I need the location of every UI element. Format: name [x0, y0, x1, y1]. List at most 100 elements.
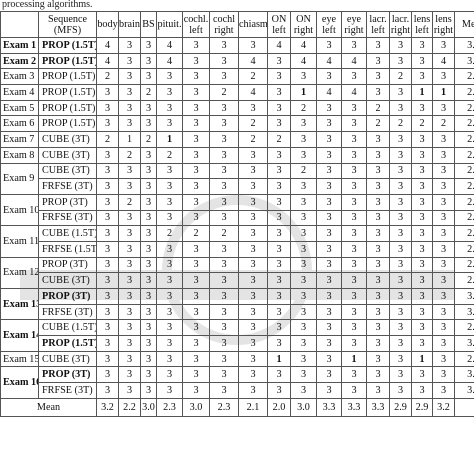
- score-cell: 3: [209, 319, 239, 337]
- score-cell: 2: [118, 146, 141, 164]
- score-cell: 3: [182, 335, 210, 352]
- score-cell: 3: [118, 162, 141, 180]
- sequence-cell: PROP (3T): [38, 193, 97, 211]
- score-cell: 3: [411, 178, 433, 195]
- score-cell: 3: [238, 162, 268, 180]
- sequence-cell: FRFSE (3T): [38, 382, 97, 399]
- score-cell: 3: [366, 303, 390, 321]
- score-cell: 3: [366, 162, 390, 180]
- exam-label: Exam 2: [0, 52, 39, 70]
- sequence-cell: CUBE (3T): [38, 146, 97, 164]
- score-cell: 3: [341, 225, 367, 242]
- score-cell: 3: [96, 193, 119, 211]
- sequence-cell: PROP (1.5T): [38, 115, 97, 133]
- score-cell: 3: [140, 335, 157, 352]
- score-cell: 3: [316, 225, 342, 242]
- score-cell: 3: [140, 366, 157, 384]
- score-cell: 3: [411, 146, 433, 164]
- score-cell: 3: [341, 162, 367, 180]
- mean-cell: 2.7: [454, 68, 474, 86]
- score-cell: 3: [156, 366, 183, 384]
- mean-cell: 2.5: [454, 131, 474, 148]
- score-cell: 3: [316, 146, 342, 164]
- column-header: body: [96, 11, 119, 38]
- score-cell: 3: [389, 99, 412, 117]
- score-cell: 2: [290, 99, 317, 117]
- score-cell: 3: [182, 256, 210, 274]
- mean-cell: 2.9: [454, 256, 474, 274]
- score-cell: 4: [267, 37, 291, 54]
- exam-label: Exam 4: [0, 84, 39, 101]
- score-cell: 3: [118, 288, 141, 305]
- column-header: ON right: [290, 11, 317, 38]
- score-cell: 3: [341, 99, 367, 117]
- score-cell: 3: [432, 319, 455, 337]
- sequence-cell: PROP (3T): [38, 288, 97, 305]
- score-cell: 3: [316, 366, 342, 384]
- score-cell: 3: [290, 146, 317, 164]
- score-cell: 3: [267, 162, 291, 180]
- score-cell: 3: [209, 162, 239, 180]
- sequence-cell: FRFSE (3T): [38, 209, 97, 227]
- footer-mean-cell: 2.9: [411, 397, 433, 417]
- score-cell: 2: [238, 115, 268, 133]
- score-cell: 1: [156, 131, 183, 148]
- sequence-cell: FRFSE (3T): [38, 178, 97, 195]
- score-cell: 3: [209, 115, 239, 133]
- column-header: pituit.: [156, 11, 183, 38]
- score-cell: 3: [411, 382, 433, 399]
- score-cell: 3: [140, 162, 157, 180]
- footer-mean-cell: 3.3: [341, 397, 367, 417]
- score-cell: 3: [96, 319, 119, 337]
- score-cell: 3: [290, 193, 317, 211]
- score-cell: 3: [118, 178, 141, 195]
- score-cell: 3: [316, 131, 342, 148]
- score-cell: 3: [140, 272, 157, 289]
- score-cell: 3: [341, 146, 367, 164]
- score-cell: 3: [209, 288, 239, 305]
- score-cell: 3: [341, 319, 367, 337]
- score-cell: 3: [96, 288, 119, 305]
- score-cell: 3: [140, 303, 157, 321]
- mean-cell: 2.8: [454, 146, 474, 164]
- score-cell: 1: [341, 350, 367, 368]
- score-cell: 3: [341, 382, 367, 399]
- score-cell: 3: [267, 84, 291, 101]
- exam-label: Exam 13: [0, 287, 39, 321]
- score-cell: 3: [411, 131, 433, 148]
- score-cell: 3: [290, 178, 317, 195]
- score-cell: 3: [140, 178, 157, 195]
- footer-mean-cell: 2.0: [267, 397, 291, 417]
- score-cell: 3: [238, 335, 268, 352]
- score-cell: 3: [411, 366, 433, 384]
- column-header: [0, 11, 39, 38]
- score-cell: 3: [389, 303, 412, 321]
- score-cell: 1: [432, 84, 455, 101]
- score-cell: 2: [238, 68, 268, 86]
- score-cell: 3: [267, 52, 291, 70]
- score-cell: 3: [290, 209, 317, 227]
- score-cell: 3: [411, 225, 433, 242]
- score-cell: 3: [118, 84, 141, 101]
- score-cell: 4: [96, 37, 119, 54]
- score-cell: 3: [209, 303, 239, 321]
- table-footer: Mean 3.2 2.2 3.0 2.3 3.0 2.3 2.1 2.0 3.0 3.3 3.3 3.3…: [0, 397, 474, 417]
- score-cell: 3: [411, 256, 433, 274]
- score-cell: 3: [316, 303, 342, 321]
- score-cell: 3: [140, 240, 157, 258]
- sequence-cell: CUBE (3T): [38, 272, 97, 289]
- score-cell: 3: [267, 319, 291, 337]
- score-cell: 3: [238, 193, 268, 211]
- footer-mean-cell: 2.3: [156, 397, 183, 417]
- score-cell: 2: [432, 115, 455, 133]
- score-cell: 3: [156, 335, 183, 352]
- score-cell: 3: [432, 256, 455, 274]
- score-cell: 3: [209, 68, 239, 86]
- score-cell: 3: [411, 272, 433, 289]
- footer-mean-cell: 3.2: [96, 397, 119, 417]
- exam-label: Exam 10: [0, 193, 39, 227]
